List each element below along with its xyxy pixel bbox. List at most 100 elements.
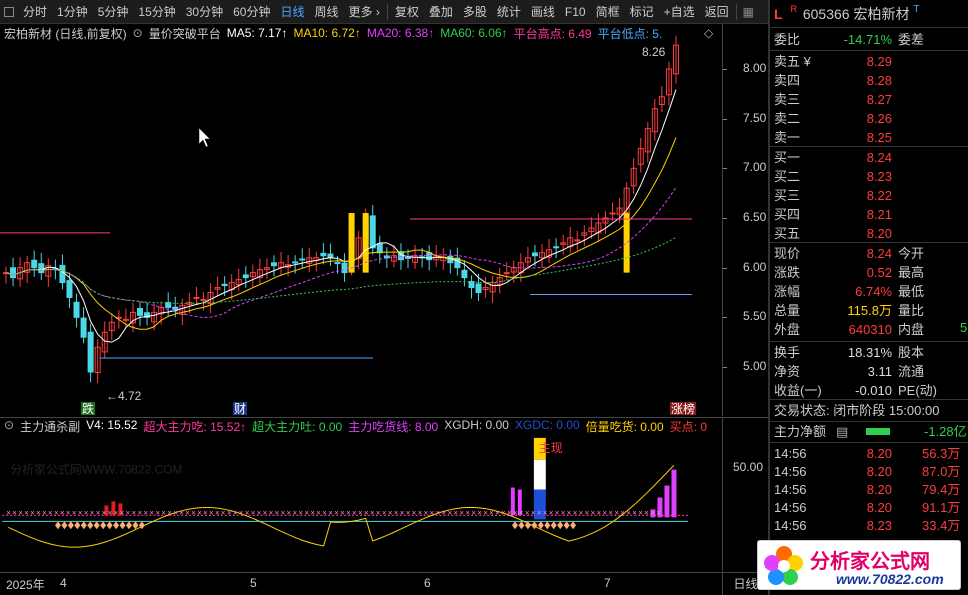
dropdown-icon[interactable]: ⊙ <box>132 26 143 40</box>
stock-code: 605366 <box>802 6 850 22</box>
ask-row: 卖三 8.27 <box>774 90 968 109</box>
tool-button-7[interactable]: 标记 <box>629 4 654 19</box>
ask-value: 8.28 <box>866 73 892 88</box>
period-tab-6[interactable]: 日线 <box>280 4 305 19</box>
info-icon[interactable]: T <box>913 4 920 15</box>
tool-button-3[interactable]: 统计 <box>496 4 521 19</box>
x-marker: × <box>304 508 309 517</box>
tick-row: 14:56 8.20 56.3万 <box>774 444 968 463</box>
bid-row: 买五 8.20 <box>774 224 968 243</box>
indicator-title[interactable]: 主力通杀副 <box>20 420 81 434</box>
period-tab-5[interactable]: 60分钟 <box>233 4 271 19</box>
trade-status-text: 交易状态: 闭市阶段 15:00:00 <box>774 403 940 418</box>
x-marker: × <box>608 508 613 517</box>
panel-toggle-icon[interactable] <box>4 6 14 17</box>
signal-bar-white <box>533 459 546 490</box>
tick-volume: 33.4万 <box>922 518 961 533</box>
period-tab-1[interactable]: 1分钟 <box>57 4 88 19</box>
x-marker: × <box>400 508 405 517</box>
logo-text: 分析家公式网 <box>810 549 930 573</box>
x-marker: × <box>382 508 387 517</box>
tool-button-2[interactable]: 多股 <box>462 4 487 19</box>
x-marker: × <box>614 508 619 517</box>
x-marker: × <box>263 508 268 517</box>
high-price-label: 8.26 <box>642 45 666 59</box>
candle-body <box>200 298 207 301</box>
candle-body <box>341 262 348 274</box>
x-marker: × <box>406 508 411 517</box>
tool-button-8[interactable]: +自选 <box>663 4 695 19</box>
tick-volume: 56.3万 <box>922 446 961 461</box>
x-marker: × <box>12 508 17 517</box>
inflow-bar <box>650 509 656 518</box>
candle-body <box>454 257 461 269</box>
tag-cai: 财 <box>234 402 246 416</box>
candle-body <box>673 44 679 75</box>
diamond-marker <box>54 521 61 530</box>
chart-settings-icon[interactable]: ▦ <box>742 4 755 19</box>
period-tab-3[interactable]: 15分钟 <box>138 4 176 19</box>
v4-value: V4: 15.52 <box>86 418 138 432</box>
net-value: -1.28亿 <box>924 424 967 439</box>
candle-body <box>31 259 38 269</box>
candle-body <box>426 252 433 261</box>
ask-value: 8.26 <box>866 111 892 126</box>
zhuxian-tag: 主现 <box>539 441 563 455</box>
stat2-right-label: PE(动) <box>898 383 938 398</box>
chihuo-value: 主力吃货线: 8.00 <box>348 420 439 434</box>
diamond-marker <box>512 521 518 530</box>
period-tab-8[interactable]: 更多 › <box>348 4 380 19</box>
tool-button-1[interactable]: 叠加 <box>428 4 453 19</box>
price-tick-mark <box>723 367 727 368</box>
x-marker: × <box>418 508 423 517</box>
x-marker: × <box>66 508 71 517</box>
candle-body <box>334 262 341 265</box>
x-marker: × <box>370 508 375 517</box>
x-marker: × <box>209 508 214 517</box>
tool-button-6[interactable]: 简框 <box>595 4 620 19</box>
ma5-line <box>5 89 677 343</box>
weicha-label: 委差 <box>898 32 925 47</box>
tool-button-4[interactable]: 画线 <box>530 4 555 19</box>
x-marker: × <box>394 508 399 517</box>
period-tab-4[interactable]: 30分钟 <box>185 4 224 19</box>
tool-button-0[interactable]: 复权 <box>394 4 419 19</box>
stat2-label: 净资 <box>774 364 801 379</box>
weibi-label: 委比 <box>774 32 801 47</box>
x-marker: × <box>459 508 464 517</box>
period-tab-7[interactable]: 周线 <box>314 4 339 19</box>
signal-bar-yellow <box>533 437 546 460</box>
ask-row: 卖一 8.25 <box>774 128 968 147</box>
period-label[interactable]: 日线 <box>722 572 768 595</box>
x-marker: × <box>531 508 536 517</box>
table-icon[interactable]: ▤ <box>836 424 849 439</box>
diamond-marker <box>550 521 557 530</box>
x-marker: × <box>78 508 83 517</box>
x-marker: × <box>656 508 661 517</box>
legend-options-icon[interactable]: ◇ <box>704 26 714 40</box>
x-marker: × <box>519 508 524 517</box>
period-tab-2[interactable]: 5分钟 <box>97 4 129 19</box>
market-flag: L <box>774 6 783 22</box>
oscillator-line <box>8 464 675 548</box>
candlestick-chart[interactable]: 8.26 ←4.72 跌 财 涨榜 <box>0 24 722 416</box>
stat-value: 6.74% <box>855 284 892 299</box>
price-tick-2: 7.00 <box>743 160 767 175</box>
dropdown-icon[interactable]: ⊙ <box>4 418 15 432</box>
ma-legend: 宏柏新材 (日线,前复权) ⊙ 量价突破平台 MA5: 7.17↑ MA10: … <box>4 26 662 41</box>
candle-body <box>651 108 658 133</box>
price-tick-mark <box>723 168 727 170</box>
candle-body <box>665 68 672 96</box>
tool-button-5[interactable]: F10 <box>564 4 586 19</box>
stat-right-label: 量比 <box>898 303 925 318</box>
candle-body <box>630 167 637 187</box>
tick-price: 8.23 <box>866 518 892 533</box>
candle-body <box>475 283 482 293</box>
tick-price: 8.20 <box>866 482 892 497</box>
diamond-marker <box>557 521 564 530</box>
tool-button-9[interactable]: 返回 <box>704 4 729 19</box>
period-tab-0[interactable]: 分时 <box>23 4 48 19</box>
bid-row: 买四 8.21 <box>774 205 968 224</box>
indicator-name[interactable]: 量价突破平台 <box>148 26 221 41</box>
